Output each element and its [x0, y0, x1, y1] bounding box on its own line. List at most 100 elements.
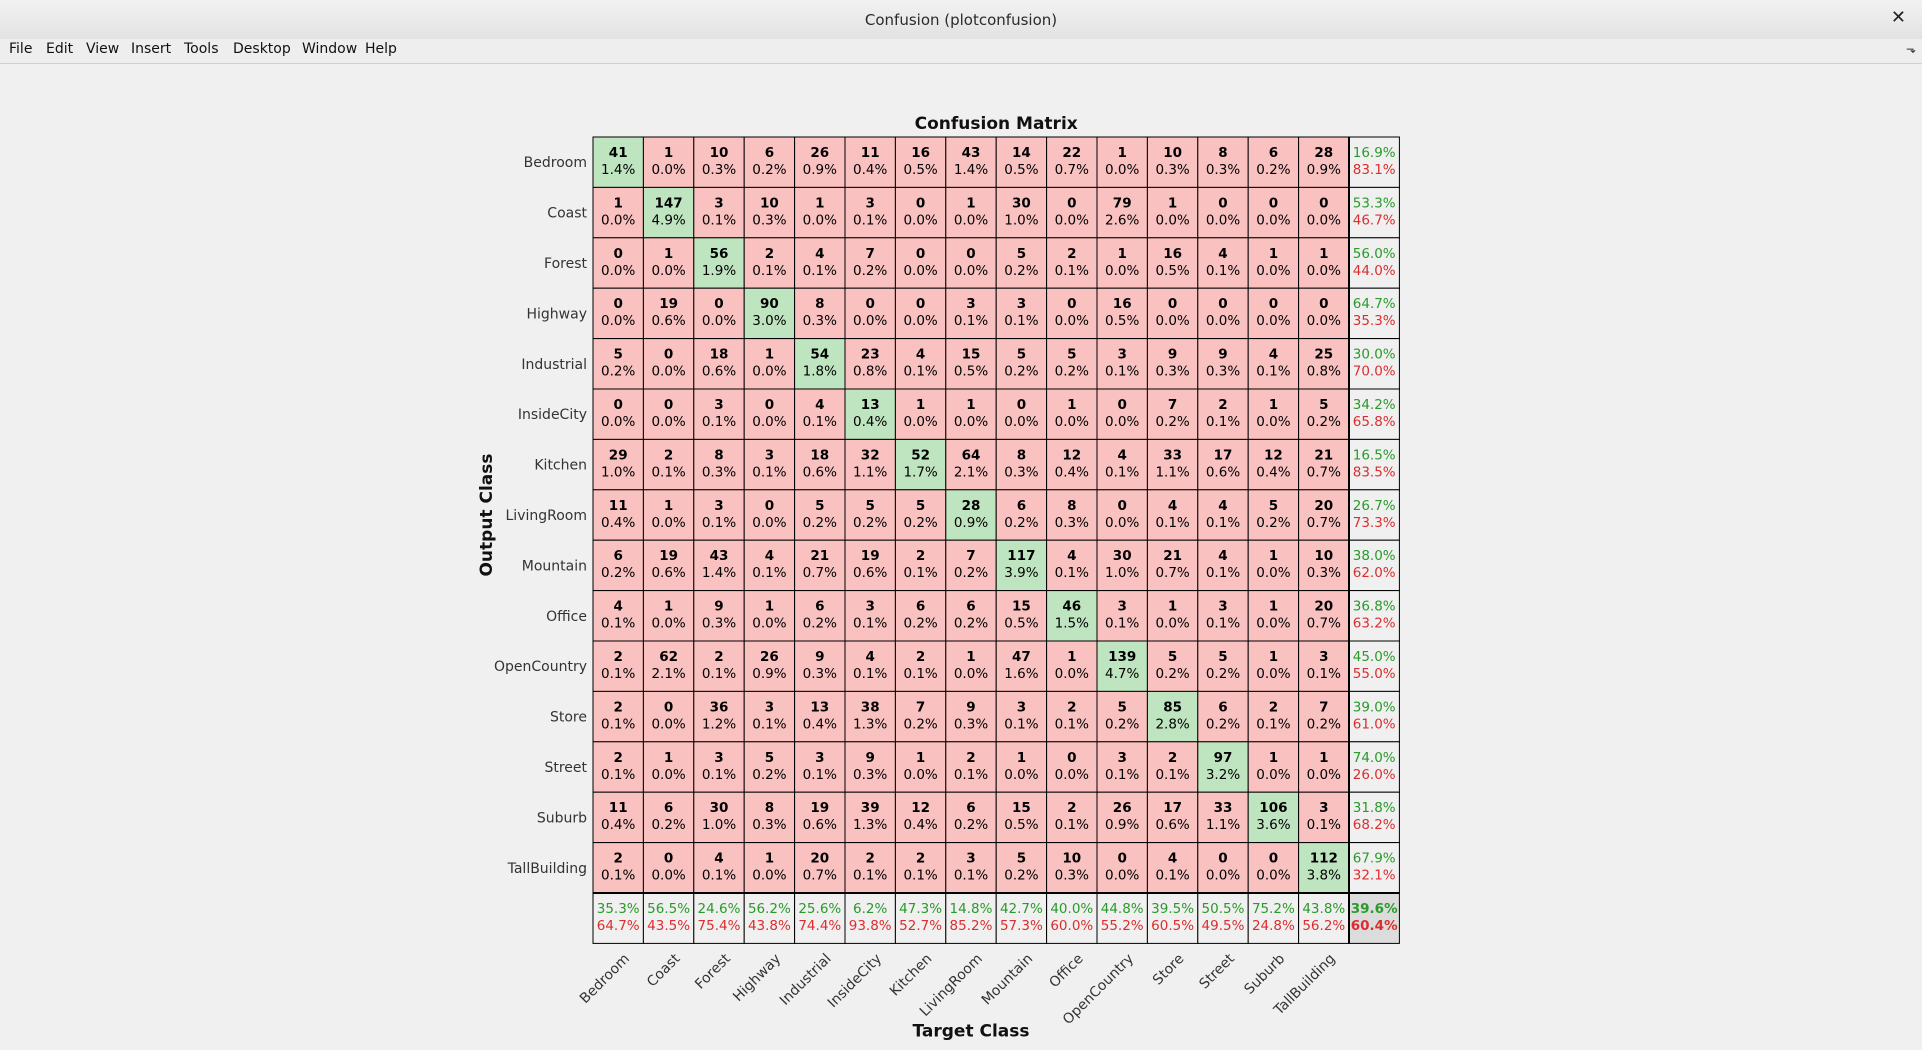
cell-count-label: 3 [714, 498, 723, 514]
cell-count-label: 19 [659, 548, 678, 564]
cell-percent-label: 0.0% [1256, 666, 1290, 682]
cell-percent-label: 0.0% [1155, 212, 1189, 228]
cell-percent-label: 0.4% [1055, 464, 1089, 480]
cell-percent-label: 0.0% [1105, 263, 1139, 279]
matrix-cell [1197, 791, 1249, 844]
matrix-cell [1096, 791, 1148, 844]
y-tick-label: Kitchen [534, 458, 587, 474]
cell-count-label: 9 [1218, 347, 1227, 363]
menu-help[interactable]: Help [365, 41, 397, 57]
cell-count-label: 0 [1218, 296, 1227, 312]
cell-percent-label: 0.1% [601, 767, 635, 783]
cell-count-label: 7 [916, 699, 925, 715]
matrix-cell [693, 892, 745, 944]
col-accuracy-label: 14.8% [950, 901, 993, 917]
menu-desktop[interactable]: Desktop [233, 41, 291, 57]
menu-insert[interactable]: Insert [131, 41, 172, 57]
cell-count-label: 0 [1218, 195, 1227, 211]
matrix-cell [592, 186, 644, 239]
cell-percent-label: 0.0% [1307, 313, 1341, 329]
cell-percent-label: 0.1% [601, 868, 635, 884]
cell-percent-label: 0.3% [803, 666, 837, 682]
menu-tools[interactable]: Tools [184, 41, 219, 57]
matrix-cell [693, 842, 745, 894]
matrix-cell [1348, 640, 1400, 692]
matrix-cell [945, 388, 997, 440]
cell-count-label: 4 [714, 851, 723, 867]
col-error-label: 43.5% [647, 918, 690, 934]
cell-percent-label: 0.4% [601, 515, 635, 531]
cell-count-label: 1 [765, 851, 774, 867]
matrix-cell [1197, 640, 1249, 692]
matrix-cell [894, 892, 947, 944]
cell-percent-label: 0.6% [1206, 464, 1240, 480]
cell-percent-label: 0.2% [752, 162, 786, 178]
cell-percent-label: 0.2% [903, 716, 937, 732]
matrix-cell [1298, 237, 1350, 289]
matrix-cell [844, 438, 896, 491]
cell-percent-label: 0.3% [803, 313, 837, 329]
close-icon[interactable]: ✕ [1890, 7, 1906, 28]
col-error-label: 52.7% [899, 918, 942, 934]
row-error-label: 61.0% [1353, 716, 1396, 732]
cell-percent-label: 0.2% [1004, 515, 1038, 531]
matrix-cell [693, 741, 745, 793]
cell-percent-label: 0.0% [1256, 212, 1290, 228]
cell-percent-label: 0.5% [954, 364, 988, 380]
cell-percent-label: 0.0% [601, 212, 635, 228]
matrix-cell [894, 438, 947, 491]
cell-percent-label: 0.0% [1055, 212, 1089, 228]
y-tick-label: TallBuilding [507, 861, 587, 877]
row-error-label: 62.0% [1353, 565, 1396, 581]
cell-percent-label: 0.6% [803, 817, 837, 833]
menu-edit[interactable]: Edit [46, 41, 74, 57]
col-accuracy-label: 43.8% [1302, 901, 1345, 917]
matrix-cell [1247, 338, 1300, 390]
cell-count-label: 28 [1314, 145, 1333, 161]
cell-count-label: 2 [613, 750, 622, 766]
matrix-cell [945, 842, 997, 894]
cell-count-label: 30 [710, 800, 729, 816]
cell-percent-label: 0.1% [954, 313, 988, 329]
cell-percent-label: 0.0% [1256, 868, 1290, 884]
cell-count-label: 97 [1214, 750, 1233, 766]
matrix-cell [844, 287, 896, 340]
matrix-cell [693, 136, 745, 188]
cell-percent-label: 0.1% [954, 767, 988, 783]
col-error-label: 75.4% [698, 918, 741, 934]
cell-percent-label: 0.1% [1155, 515, 1189, 531]
cell-count-label: 41 [609, 145, 628, 161]
menu-file[interactable]: File [9, 41, 33, 57]
menu-view[interactable]: View [86, 41, 120, 57]
matrix-cell [592, 388, 644, 440]
cell-count-label: 4 [1168, 498, 1177, 514]
dock-icon[interactable]: ⬎ [1905, 42, 1916, 56]
cell-percent-label: 0.3% [1155, 162, 1189, 178]
cell-count-label: 29 [609, 447, 628, 463]
matrix-cell [1197, 590, 1249, 642]
row-error-label: 65.8% [1353, 414, 1396, 430]
matrix-cell [844, 791, 896, 844]
cell-count-label: 32 [861, 447, 880, 463]
matrix-cell [1146, 338, 1199, 390]
cell-count-label: 12 [1062, 447, 1081, 463]
cell-percent-label: 0.1% [702, 868, 736, 884]
cell-percent-label: 0.2% [1004, 364, 1038, 380]
matrix-cell [945, 791, 997, 844]
cell-percent-label: 0.6% [853, 565, 887, 581]
matrix-cell [693, 791, 745, 844]
cell-count-label: 20 [1314, 599, 1333, 615]
matrix-cell [1146, 690, 1199, 743]
y-tick-label: Highway [527, 306, 588, 322]
matrix-cell [995, 338, 1048, 390]
cell-count-label: 0 [966, 246, 975, 262]
cell-percent-label: 0.0% [752, 616, 786, 632]
cell-count-label: 3 [1017, 699, 1026, 715]
matrix-cell [1146, 590, 1199, 642]
menu-window[interactable]: Window [302, 41, 358, 57]
cell-percent-label: 0.2% [1256, 515, 1290, 531]
cell-percent-label: 0.3% [1307, 565, 1341, 581]
matrix-cell [1348, 489, 1400, 541]
cell-count-label: 3 [966, 296, 975, 312]
cell-percent-label: 0.1% [752, 565, 786, 581]
